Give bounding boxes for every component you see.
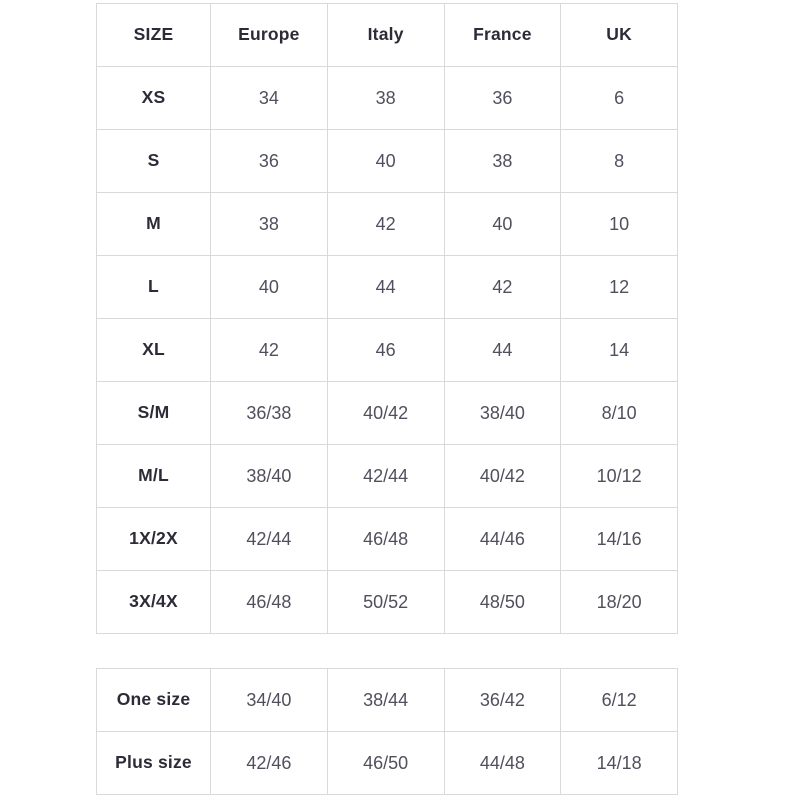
value-cell: 42	[443, 255, 562, 319]
value-cell: 36/42	[443, 668, 562, 732]
value-cell: 46	[326, 318, 445, 382]
value-cell: 10/12	[560, 444, 678, 508]
special-sizes-table: One size 34/40 38/44 36/42 6/12 Plus siz…	[96, 668, 678, 795]
value-cell: 46/50	[326, 731, 445, 795]
value-cell: 42	[210, 318, 328, 382]
row-label-cell: L	[96, 255, 211, 319]
value-cell: 34	[210, 66, 328, 130]
value-cell: 48/50	[443, 570, 562, 634]
column-header-italy: Italy	[326, 3, 445, 67]
column-header-europe: Europe	[210, 3, 328, 67]
value-cell: 42/44	[210, 507, 328, 571]
row-label-cell: One size	[96, 668, 211, 732]
value-cell: 40/42	[443, 444, 562, 508]
value-cell: 36	[443, 66, 562, 130]
value-cell: 38/40	[443, 381, 562, 445]
table-row: 3X/4X 46/48 50/52 48/50 18/20	[96, 570, 678, 634]
table-row: M/L 38/40 42/44 40/42 10/12	[96, 444, 678, 508]
value-cell: 44/46	[443, 507, 562, 571]
value-cell: 38	[443, 129, 562, 193]
value-cell: 42	[326, 192, 445, 256]
value-cell: 44	[443, 318, 562, 382]
table-row: M 38 42 40 10	[96, 192, 678, 256]
value-cell: 14/18	[560, 731, 678, 795]
column-header-uk: UK	[560, 3, 678, 67]
value-cell: 38	[326, 66, 445, 130]
value-cell: 36	[210, 129, 328, 193]
value-cell: 38/44	[326, 668, 445, 732]
value-cell: 14/16	[560, 507, 678, 571]
value-cell: 46/48	[210, 570, 328, 634]
value-cell: 36/38	[210, 381, 328, 445]
value-cell: 40	[326, 129, 445, 193]
table-row: 1X/2X 42/44 46/48 44/46 14/16	[96, 507, 678, 571]
row-label-cell: S/M	[96, 381, 211, 445]
table-row: Plus size 42/46 46/50 44/48 14/18	[96, 731, 678, 795]
column-header-size: SIZE	[96, 3, 211, 67]
value-cell: 34/40	[210, 668, 328, 732]
value-cell: 12	[560, 255, 678, 319]
value-cell: 18/20	[560, 570, 678, 634]
table-row: S/M 36/38 40/42 38/40 8/10	[96, 381, 678, 445]
value-cell: 14	[560, 318, 678, 382]
value-cell: 6	[560, 66, 678, 130]
value-cell: 42/44	[326, 444, 445, 508]
table-row: One size 34/40 38/44 36/42 6/12	[96, 668, 678, 732]
row-label-cell: XL	[96, 318, 211, 382]
value-cell: 42/46	[210, 731, 328, 795]
value-cell: 40	[210, 255, 328, 319]
value-cell: 38	[210, 192, 328, 256]
column-header-france: France	[443, 3, 562, 67]
row-label-cell: 1X/2X	[96, 507, 211, 571]
size-conversion-table: SIZE Europe Italy France UK XS 34 38 36 …	[96, 3, 678, 634]
value-cell: 8/10	[560, 381, 678, 445]
value-cell: 10	[560, 192, 678, 256]
row-label-cell: M	[96, 192, 211, 256]
table-row: S 36 40 38 8	[96, 129, 678, 193]
value-cell: 46/48	[326, 507, 445, 571]
table-header-row: SIZE Europe Italy France UK	[96, 3, 678, 67]
value-cell: 44	[326, 255, 445, 319]
table-row: L 40 44 42 12	[96, 255, 678, 319]
value-cell: 40	[443, 192, 562, 256]
row-label-cell: S	[96, 129, 211, 193]
value-cell: 6/12	[560, 668, 678, 732]
row-label-cell: 3X/4X	[96, 570, 211, 634]
value-cell: 40/42	[326, 381, 445, 445]
table-row: XS 34 38 36 6	[96, 66, 678, 130]
table-row: XL 42 46 44 14	[96, 318, 678, 382]
value-cell: 50/52	[326, 570, 445, 634]
value-cell: 44/48	[443, 731, 562, 795]
row-label-cell: M/L	[96, 444, 211, 508]
value-cell: 8	[560, 129, 678, 193]
row-label-cell: Plus size	[96, 731, 211, 795]
value-cell: 38/40	[210, 444, 328, 508]
row-label-cell: XS	[96, 66, 211, 130]
